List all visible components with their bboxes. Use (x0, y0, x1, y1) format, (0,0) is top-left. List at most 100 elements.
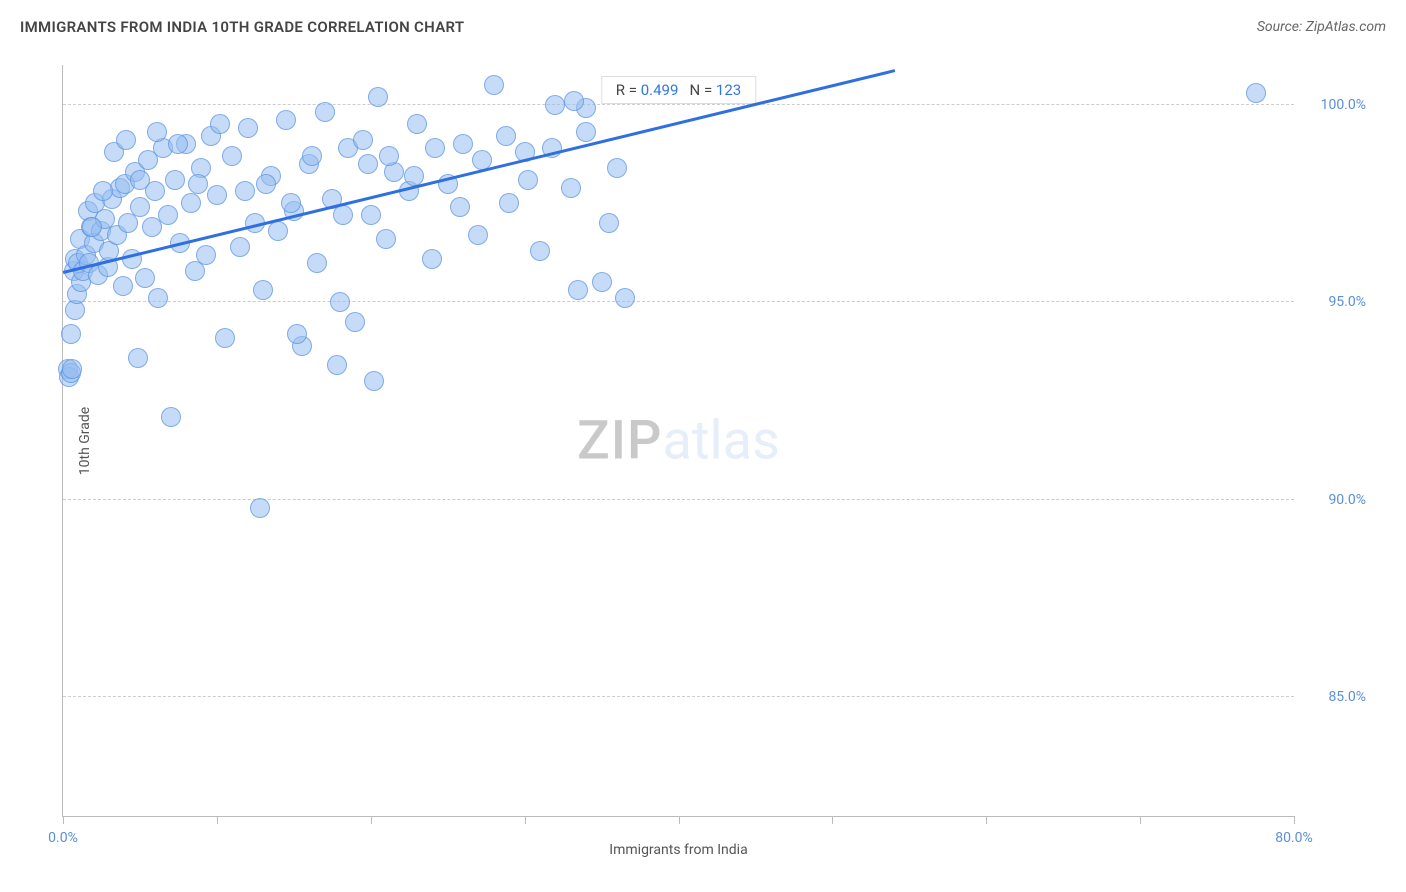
scatter-marker (148, 288, 168, 308)
scatter-marker (425, 138, 445, 158)
scatter-marker (422, 249, 442, 269)
scatter-marker (568, 280, 588, 300)
scatter-marker (235, 181, 255, 201)
watermark-zip: ZIP (577, 409, 662, 472)
scatter-marker (404, 166, 424, 186)
x-tick-label: 80.0% (1275, 830, 1313, 846)
scatter-marker (276, 110, 296, 130)
scatter-marker (307, 253, 327, 273)
gridline (63, 696, 1294, 697)
scatter-marker (315, 102, 335, 122)
chart-container: 10th Grade Immigrants from India ZIPatla… (20, 55, 1386, 872)
scatter-marker (358, 154, 378, 174)
scatter-marker (61, 324, 81, 344)
scatter-marker (607, 158, 627, 178)
x-tick (217, 816, 218, 824)
scatter-marker (376, 229, 396, 249)
scatter-marker (361, 205, 381, 225)
scatter-marker (130, 170, 150, 190)
y-tick-label: 100.0% (1321, 97, 1366, 113)
scatter-marker (561, 178, 581, 198)
x-axis-label: Immigrants from India (609, 842, 747, 858)
scatter-marker (364, 371, 384, 391)
x-tick (525, 816, 526, 824)
scatter-marker (496, 126, 516, 146)
chart-source: Source: ZipAtlas.com (1257, 19, 1386, 35)
x-tick (986, 816, 987, 824)
scatter-marker (576, 122, 596, 142)
x-tick (679, 816, 680, 824)
x-tick (63, 816, 64, 824)
scatter-marker (215, 328, 235, 348)
scatter-marker (545, 95, 565, 115)
scatter-marker (135, 268, 155, 288)
watermark-atlas: atlas (662, 409, 779, 472)
plot-area: 10th Grade Immigrants from India ZIPatla… (62, 65, 1294, 817)
scatter-marker (181, 193, 201, 213)
scatter-marker (327, 355, 347, 375)
scatter-marker (207, 185, 227, 205)
gridline (63, 301, 1294, 302)
scatter-marker (281, 193, 301, 213)
scatter-marker (222, 146, 242, 166)
x-tick (1140, 816, 1141, 824)
scatter-marker (238, 118, 258, 138)
scatter-marker (345, 312, 365, 332)
scatter-marker (130, 197, 150, 217)
scatter-marker (62, 359, 82, 379)
scatter-marker (353, 130, 373, 150)
scatter-marker (113, 276, 133, 296)
scatter-marker (158, 205, 178, 225)
scatter-marker (499, 193, 519, 213)
scatter-marker (564, 91, 584, 111)
scatter-marker (161, 407, 181, 427)
scatter-marker (330, 292, 350, 312)
scatter-marker (615, 288, 635, 308)
scatter-marker (165, 170, 185, 190)
stats-r-value: 0.499 (641, 81, 679, 99)
scatter-marker (93, 181, 113, 201)
scatter-marker (196, 245, 216, 265)
y-axis-label: 10th Grade (77, 406, 93, 474)
scatter-marker (230, 237, 250, 257)
stats-n-label: N = (690, 81, 716, 99)
x-tick-label: 0.0% (48, 830, 78, 846)
scatter-marker (188, 174, 208, 194)
scatter-marker (168, 134, 188, 154)
stats-box: R = 0.499 N = 123 (601, 76, 756, 104)
scatter-marker (82, 217, 102, 237)
chart-title: IMMIGRANTS FROM INDIA 10TH GRADE CORRELA… (20, 18, 464, 36)
scatter-marker (128, 348, 148, 368)
scatter-marker (1246, 83, 1266, 103)
scatter-marker (407, 114, 427, 134)
gridline (63, 499, 1294, 500)
scatter-marker (210, 114, 230, 134)
stats-n-value: 123 (716, 81, 741, 99)
scatter-marker (302, 146, 322, 166)
scatter-marker (333, 205, 353, 225)
scatter-marker (116, 130, 136, 150)
scatter-marker (599, 213, 619, 233)
x-tick (371, 816, 372, 824)
x-tick (832, 816, 833, 824)
scatter-marker (287, 324, 307, 344)
stats-r-label: R = (616, 81, 641, 99)
y-tick-label: 90.0% (1328, 492, 1366, 508)
x-tick (1294, 816, 1295, 824)
scatter-marker (468, 225, 488, 245)
y-tick-label: 85.0% (1328, 689, 1366, 705)
scatter-marker (379, 146, 399, 166)
scatter-marker (253, 280, 273, 300)
scatter-marker (453, 134, 473, 154)
watermark: ZIPatlas (577, 409, 780, 472)
scatter-marker (250, 498, 270, 518)
y-tick-label: 95.0% (1328, 294, 1366, 310)
scatter-marker (268, 221, 288, 241)
scatter-marker (484, 75, 504, 95)
scatter-marker (530, 241, 550, 261)
scatter-marker (147, 122, 167, 142)
scatter-marker (256, 174, 276, 194)
scatter-marker (368, 87, 388, 107)
scatter-marker (592, 272, 612, 292)
scatter-marker (518, 170, 538, 190)
